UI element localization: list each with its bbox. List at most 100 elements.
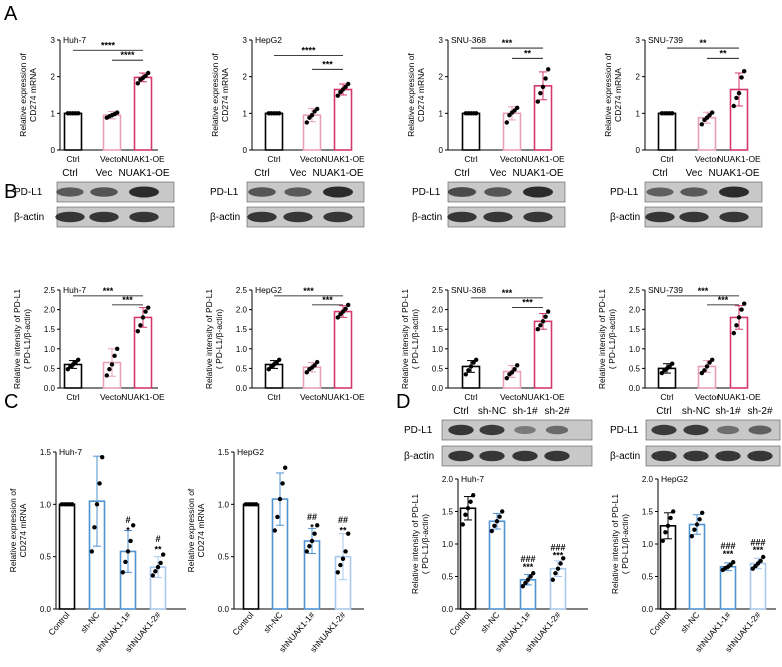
blot-band xyxy=(523,186,553,198)
y-tick-label: 3 xyxy=(439,36,444,45)
blot-band xyxy=(56,187,84,197)
blot-lane-label: sh-NC xyxy=(682,406,710,417)
significance-label: ## xyxy=(307,512,317,522)
data-point xyxy=(500,509,505,514)
x-tick-label: Ctrl xyxy=(660,392,673,402)
blot-band xyxy=(523,211,553,223)
y-axis-label: Relative intensity of PD-L1 xyxy=(610,494,620,594)
x-tick-label: Vector xyxy=(500,154,524,164)
bar xyxy=(133,76,153,151)
data-point xyxy=(736,90,742,96)
significance-label: *** xyxy=(103,286,114,296)
blot-lane-label: Ctrl xyxy=(656,406,672,417)
y-axis-label: Relative intensity of PD-L1 xyxy=(204,289,214,389)
data-point xyxy=(309,112,315,118)
data-point xyxy=(663,530,668,535)
data-point xyxy=(543,314,548,319)
y-tick-label: 0.5 xyxy=(236,364,248,373)
blot-band xyxy=(646,187,674,197)
blot-band xyxy=(90,187,118,197)
y-tick-label: 2 xyxy=(243,73,248,82)
y-tick-label: 0.5 xyxy=(40,553,52,562)
significance-label: *** xyxy=(122,295,133,305)
chart-b-hepg2: 0.0 0.5 1.0 1.5 2.0 2.5 Relative intensity of … xyxy=(204,285,365,402)
y-tick-label: 0.5 xyxy=(44,364,56,373)
data-point xyxy=(125,549,131,554)
data-point xyxy=(346,302,351,308)
y-tick-label: 1.0 xyxy=(236,345,248,354)
y-axis-label: ( PD-L1/β-actin) xyxy=(410,309,420,369)
blot-band xyxy=(447,187,477,197)
data-point xyxy=(660,538,665,543)
y-tick-label: 1.0 xyxy=(629,345,641,354)
blot-band xyxy=(323,186,353,198)
blot-band xyxy=(89,211,119,223)
chart-b-huh-7: 0.0 0.5 1.0 1.5 2.0 2.5 Relative intensity of … xyxy=(12,285,165,402)
bar xyxy=(63,112,83,151)
x-tick-label: NUAK1-OE xyxy=(717,154,761,164)
data-point xyxy=(463,372,468,377)
bar xyxy=(102,114,122,151)
blot-row-label: β-actin xyxy=(412,212,442,223)
bar xyxy=(333,88,353,151)
blot-strip xyxy=(645,445,781,467)
blot-band xyxy=(679,211,709,223)
x-tick-label: Ctrl xyxy=(267,154,280,164)
y-axis-label: CD274 mRNA xyxy=(416,68,426,122)
chart-title: Huh-7 xyxy=(461,474,484,484)
data-point xyxy=(146,70,151,76)
data-point xyxy=(158,560,163,566)
data-point xyxy=(523,580,528,586)
blot-lane-label: Ctrl xyxy=(454,168,470,179)
y-tick-label: 1.0 xyxy=(442,540,454,549)
data-point xyxy=(266,366,271,372)
data-point xyxy=(340,309,346,314)
data-point xyxy=(667,364,672,369)
data-point xyxy=(304,120,309,125)
data-point xyxy=(309,538,315,544)
data-point xyxy=(338,562,343,568)
data-point xyxy=(710,357,715,362)
y-tick-label: 0 xyxy=(51,146,56,155)
y-tick-label: 2.0 xyxy=(432,306,444,315)
blot-band xyxy=(747,450,773,462)
data-point xyxy=(315,523,320,528)
data-point xyxy=(277,496,283,502)
blot-lane-label: sh-NC xyxy=(478,406,506,417)
blot-b-2: Ctrl Vec NUAK1-OE PD-L1 β-actin xyxy=(210,168,365,228)
y-axis-label: Relative intensity of PD-L1 xyxy=(400,289,410,389)
significance-label: * xyxy=(310,523,314,533)
data-point xyxy=(538,90,543,96)
y-tick-label: 1 xyxy=(636,109,641,118)
data-point xyxy=(543,76,548,81)
blot-lane-label: Ctrl xyxy=(453,406,469,417)
chart-d-huh-7: 0.0 0.5 1.0 1.5 2.0 Relative intensity of PD-… xyxy=(410,474,588,654)
x-tick-label: Ctrl xyxy=(464,154,477,164)
blot-band xyxy=(514,426,536,434)
blot-band xyxy=(479,424,505,436)
panel-label-c: C xyxy=(4,391,18,413)
bar xyxy=(333,310,353,389)
y-tick-label: 0.5 xyxy=(218,553,230,562)
blot-lane-label: Ctrl xyxy=(62,168,78,179)
data-point xyxy=(89,549,95,554)
x-tick-label: Ctrl xyxy=(66,154,79,164)
data-point xyxy=(153,569,158,574)
significance-label: *** xyxy=(502,38,513,48)
y-tick-label: 1.5 xyxy=(442,508,454,517)
chart-title: Huh-7 xyxy=(59,447,82,457)
data-point xyxy=(670,111,675,116)
y-axis-label: Relative expression of xyxy=(406,53,416,137)
data-point xyxy=(131,523,136,528)
significance-label: *** xyxy=(753,545,764,555)
data-point xyxy=(100,455,105,460)
data-point xyxy=(274,360,279,365)
panel-label-a: A xyxy=(4,3,18,25)
data-point xyxy=(123,559,128,565)
blot-lane-label: sh-2# xyxy=(544,406,569,417)
data-point xyxy=(707,360,712,365)
significance-label: **** xyxy=(301,45,316,55)
significance-label: *** xyxy=(718,295,729,305)
y-tick-label: 1.0 xyxy=(432,345,444,354)
y-tick-label: 0 xyxy=(243,146,248,155)
